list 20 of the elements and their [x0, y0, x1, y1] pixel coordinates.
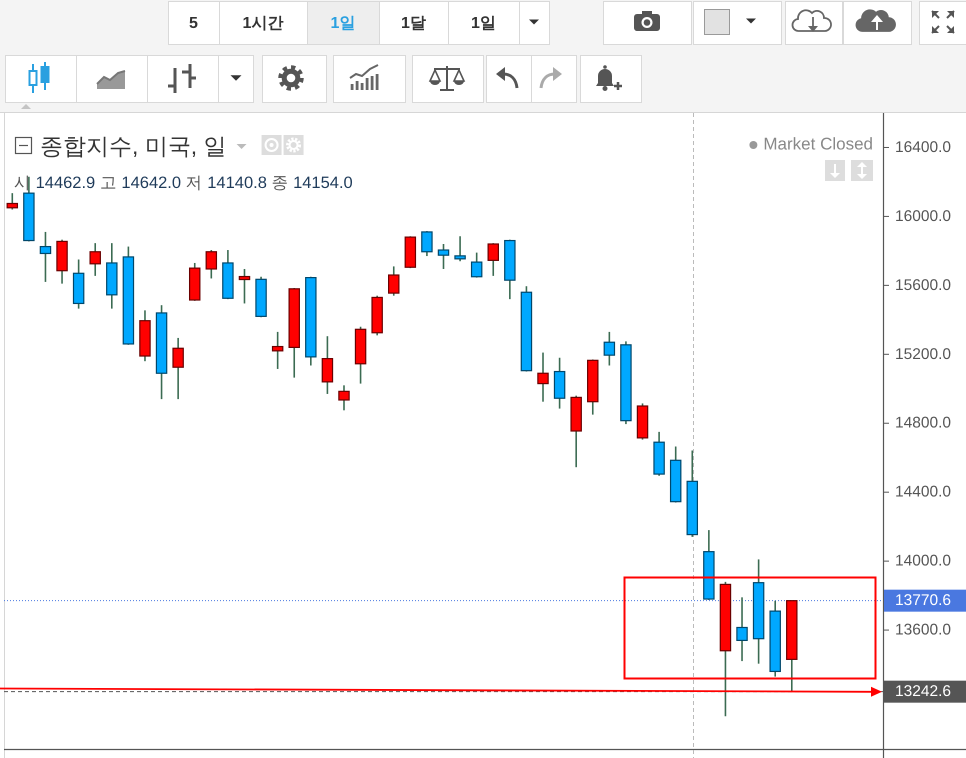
y-tick-label: 14800.0: [895, 414, 952, 432]
y-tick-label: 16000.0: [895, 208, 952, 225]
text: 종합지수, 미국, 일: [40, 133, 227, 159]
y-tick-label: 16400.0: [895, 138, 952, 156]
button-interval: 1달: [379, 1, 449, 45]
ref-label: 13242.6: [884, 680, 966, 703]
button-interval: 5: [168, 1, 220, 45]
y-tick-label: 13600.0: [895, 622, 952, 639]
button-interval: 1일: [448, 1, 520, 45]
y-tick-label: 14400.0: [895, 484, 952, 501]
ref-label: 13770.6: [884, 590, 966, 612]
ref-line-label: 13770.6: [895, 592, 952, 610]
y-tick-label: 14000.0: [895, 552, 952, 570]
y-tick-label: 15600.0: [895, 276, 952, 294]
annotation: 시 14462.9 고 14642.0 저 14140.8 종 14154.0: [14, 174, 353, 192]
ref-line-label: 13242.6: [895, 683, 952, 700]
button-interval: 1시간: [219, 1, 308, 45]
y-tick-label: 15200.0: [895, 346, 952, 363]
market-status: Market Closed: [749, 134, 873, 154]
button-interval: 1일: [307, 1, 380, 45]
